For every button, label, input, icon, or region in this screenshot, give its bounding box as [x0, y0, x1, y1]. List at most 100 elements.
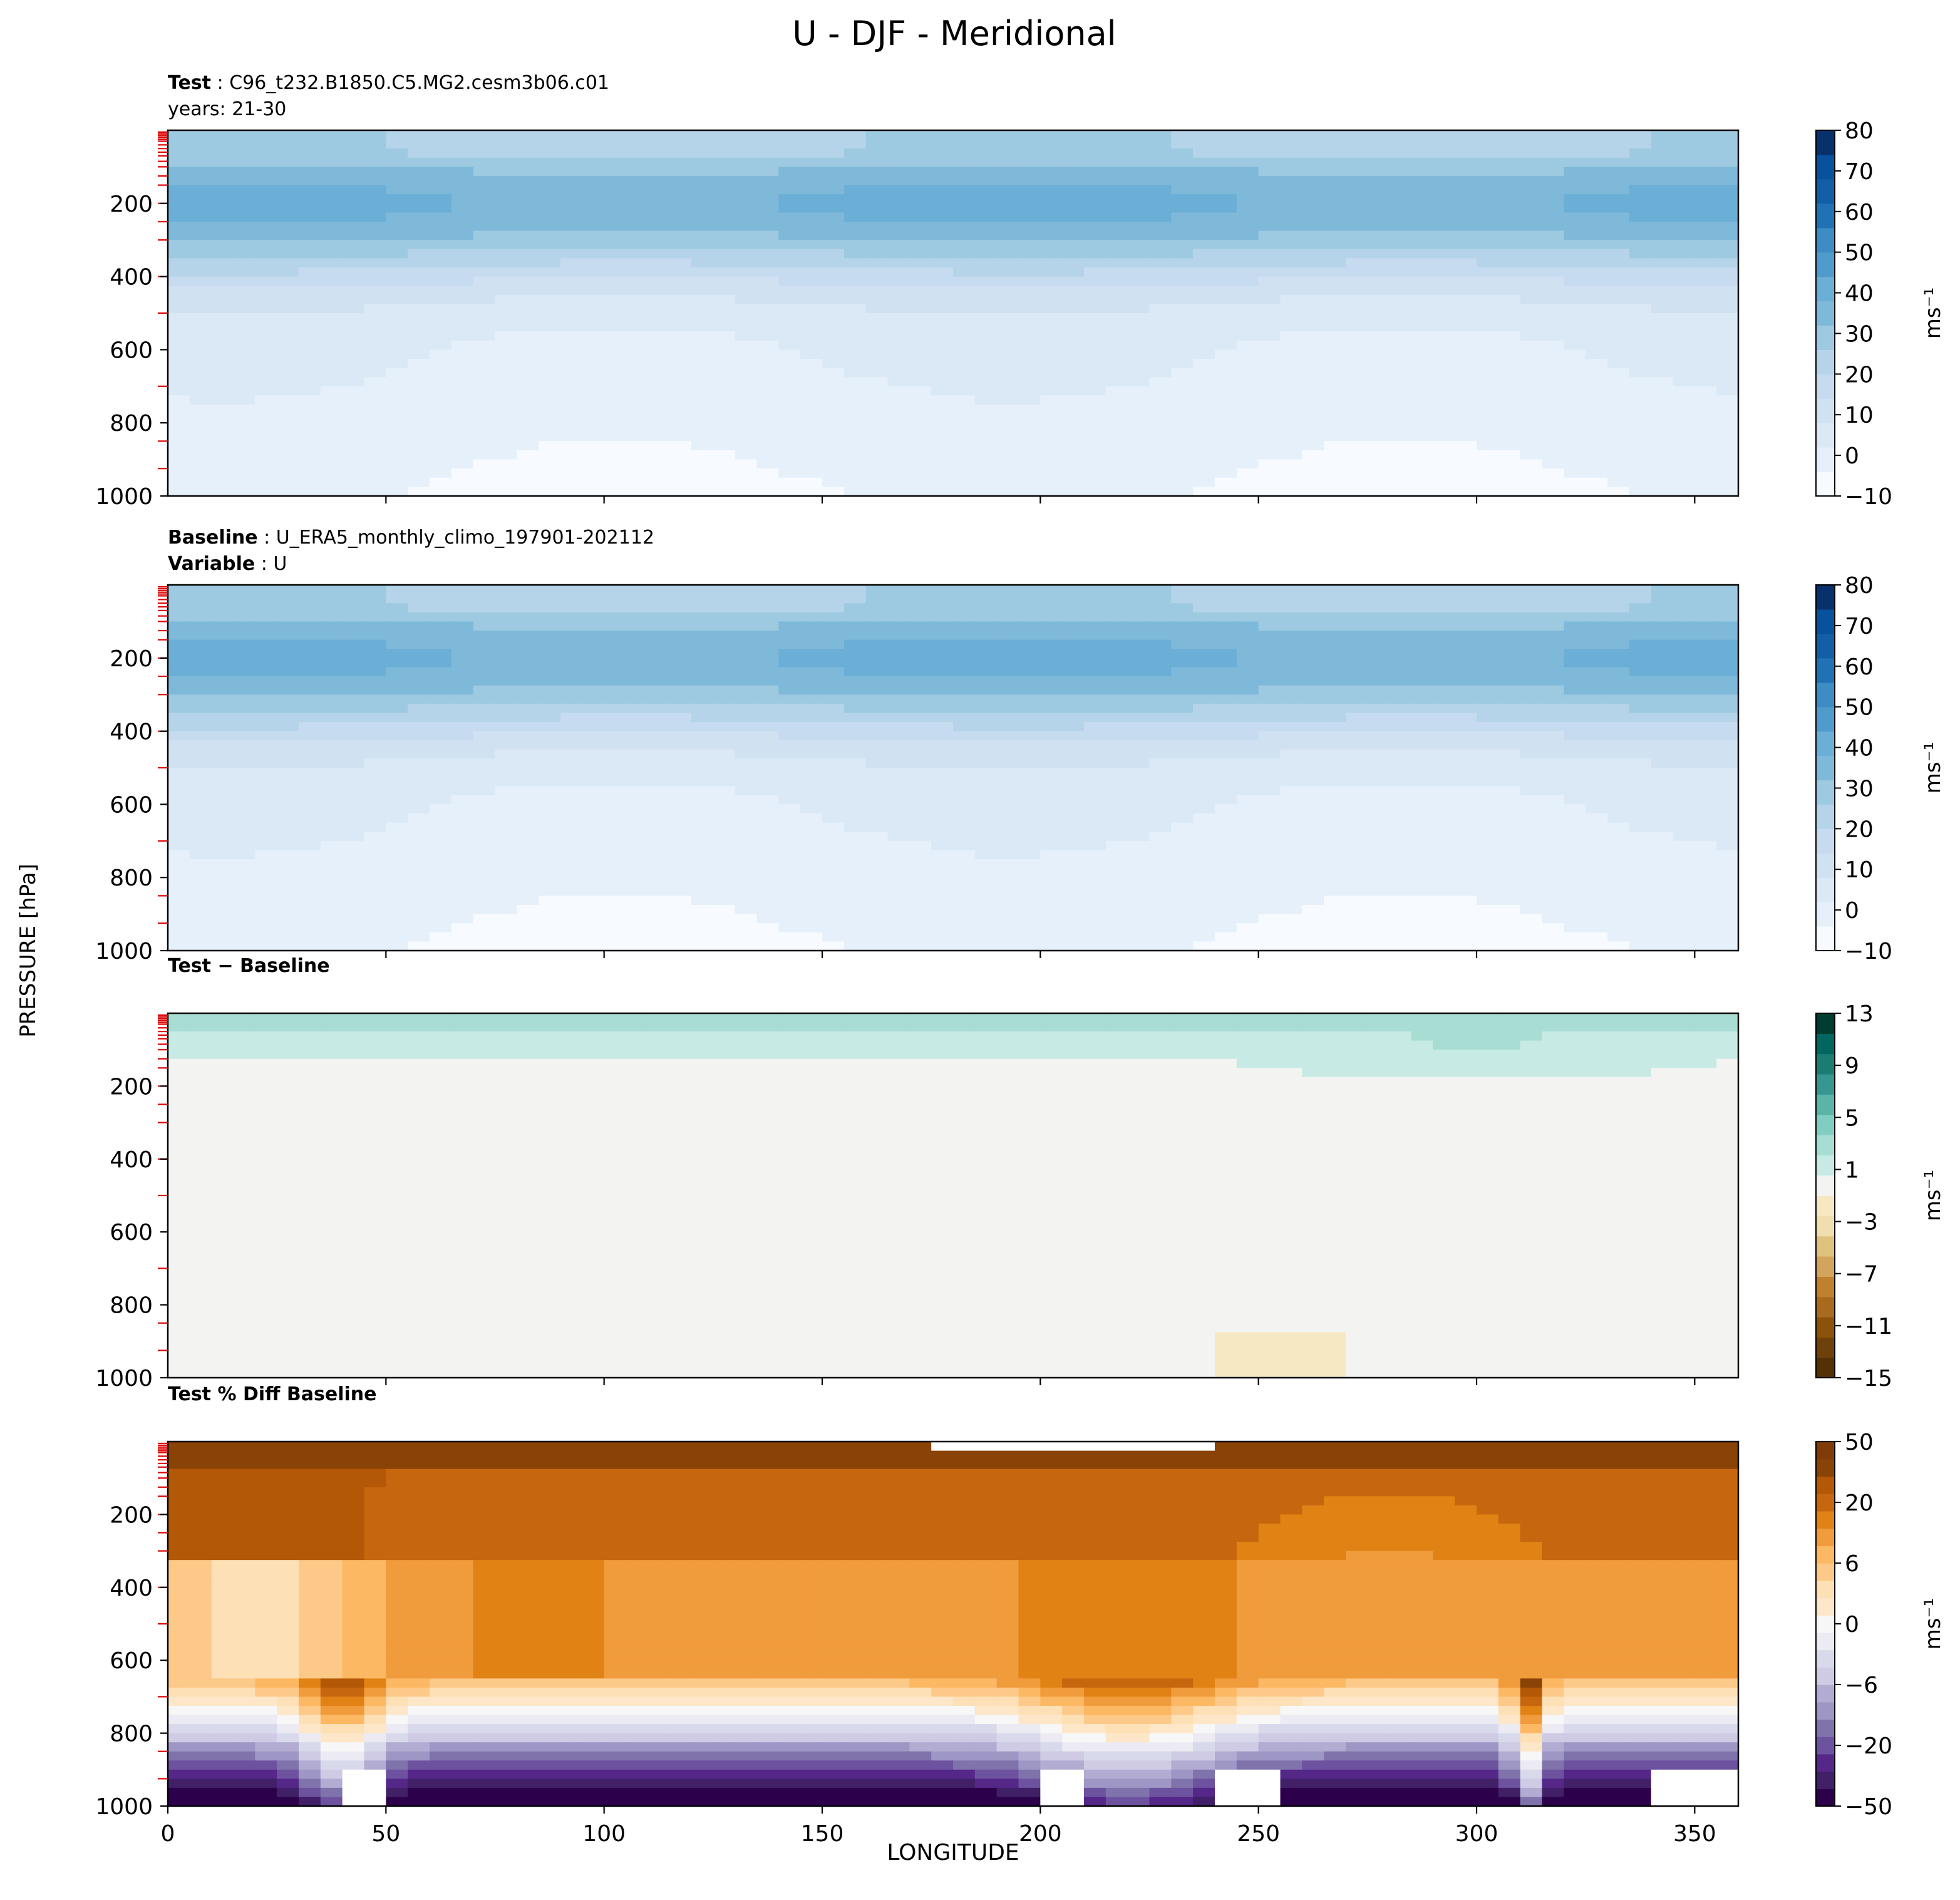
- contour-cell: [1716, 286, 1738, 296]
- contour-cell: [974, 685, 998, 695]
- contour-cell: [1520, 148, 1543, 158]
- contour-cell: [299, 786, 321, 796]
- contour-cell: [1694, 222, 1717, 232]
- contour-cell: [1236, 694, 1259, 705]
- contour-cell: [299, 359, 321, 369]
- contour-cell: [1629, 203, 1652, 214]
- contour-cell: [691, 685, 714, 695]
- contour-cell: [168, 340, 190, 351]
- contour-cell: [778, 130, 801, 140]
- contour-cell: [582, 313, 605, 323]
- contour-cell: [1324, 740, 1346, 750]
- contour-cell: [495, 139, 518, 149]
- contour-cell: [1062, 832, 1085, 842]
- contour-cell: [822, 768, 845, 778]
- contour-cell: [495, 240, 518, 250]
- contour-cell: [386, 822, 408, 832]
- contour-cell: [1586, 230, 1608, 240]
- contour-cell: [1586, 249, 1608, 259]
- contour-cell: [756, 413, 780, 423]
- contour-cell: [1258, 667, 1281, 677]
- contour-cell: [430, 631, 452, 641]
- contour-cell: [887, 222, 910, 232]
- contour-cell: [1607, 340, 1630, 351]
- contour-cell: [1607, 431, 1630, 442]
- contour-cell: [756, 276, 780, 286]
- contour-cell: [800, 731, 823, 741]
- contour-cell: [1542, 395, 1565, 405]
- contour-cell: [1411, 167, 1434, 177]
- contour-cell: [1694, 621, 1717, 631]
- contour-cell: [342, 294, 365, 305]
- contour-cell: [320, 694, 343, 705]
- contour-cell: [713, 185, 736, 195]
- contour-cell: [1193, 468, 1215, 478]
- contour-cell: [517, 459, 539, 469]
- contour-cell: [1018, 594, 1041, 604]
- contour-cell: [778, 658, 801, 668]
- contour-cell: [473, 639, 496, 649]
- contour-cell: [1607, 349, 1630, 359]
- contour-cell: [517, 658, 539, 668]
- contour-cell: [189, 340, 212, 351]
- contour-cell: [735, 768, 758, 778]
- contour-cell: [560, 139, 583, 149]
- contour-cell: [582, 813, 605, 824]
- contour-cell: [451, 267, 474, 277]
- contour-cell: [1280, 621, 1303, 631]
- contour-cell: [1149, 603, 1172, 613]
- contour-cell: [691, 304, 714, 314]
- contour-cell: [1084, 294, 1106, 305]
- contour-cell: [1607, 786, 1630, 796]
- contour-cell: [1564, 459, 1586, 469]
- contour-cell: [1629, 176, 1652, 186]
- contour-cell: [451, 413, 474, 423]
- contour-cell: [822, 304, 845, 314]
- contour-cell: [822, 786, 845, 796]
- contour-cell: [1040, 649, 1063, 659]
- contour-cell: [473, 157, 496, 168]
- contour-cell: [1193, 585, 1215, 595]
- contour-cell: [1171, 230, 1194, 240]
- contour-cell: [1433, 713, 1455, 723]
- contour-cell: [1651, 405, 1674, 415]
- contour-cell: [669, 603, 692, 613]
- contour-cell: [1498, 487, 1521, 496]
- contour-cell: [1367, 322, 1390, 332]
- contour-cell: [473, 349, 496, 359]
- contour-cell: [539, 368, 561, 378]
- contour-cell: [953, 176, 976, 186]
- contour-cell: [843, 185, 867, 195]
- contour-cell: [1171, 758, 1194, 768]
- colorbar-swatch: [1816, 130, 1835, 155]
- contour-cell: [1673, 405, 1696, 415]
- contour-cell: [1433, 649, 1455, 659]
- contour-cell: [1586, 786, 1608, 796]
- contour-cell: [865, 294, 889, 305]
- contour-cell: [931, 230, 954, 240]
- contour-cell: [974, 603, 998, 613]
- contour-cell: [1520, 405, 1543, 415]
- contour-cell: [1389, 585, 1412, 595]
- contour-cell: [1651, 413, 1674, 423]
- contour-cell: [1324, 468, 1346, 478]
- contour-cell: [517, 676, 539, 686]
- contour-cell: [1455, 631, 1477, 641]
- contour-cell: [1171, 276, 1194, 286]
- contour-cell: [408, 487, 430, 496]
- contour-cell: [255, 286, 277, 296]
- contour-cell: [1455, 649, 1477, 659]
- contour-cell: [931, 585, 954, 595]
- contour-cell: [430, 249, 452, 259]
- contour-cell: [843, 240, 867, 250]
- contour-cell: [277, 694, 299, 705]
- contour-cell: [1149, 612, 1172, 622]
- contour-cell: [539, 413, 561, 423]
- contour-cell: [582, 703, 605, 714]
- contour-cell: [299, 631, 321, 641]
- contour-cell: [909, 431, 932, 442]
- contour-cell: [560, 322, 583, 332]
- contour-cell: [974, 487, 998, 496]
- contour-cell: [1018, 249, 1041, 259]
- contour-cell: [1324, 822, 1346, 832]
